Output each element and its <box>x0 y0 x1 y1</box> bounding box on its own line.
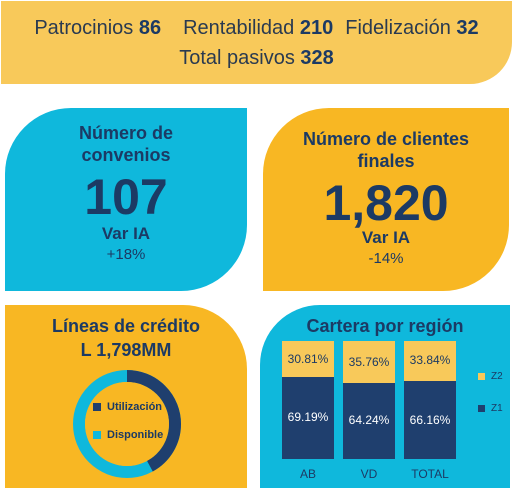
clientes-title-line2: finales <box>357 151 415 171</box>
kpi-patrocinios: Patrocinios 86 <box>34 17 161 39</box>
legend-disponible: Disponible <box>93 429 163 441</box>
kpi-total-value: 328 <box>300 47 334 69</box>
convenios-title-line1: Número de <box>78 123 174 143</box>
convenios-title: Número de convenios <box>5 122 247 166</box>
bar-segment-z2: 33.84% <box>404 341 456 381</box>
donut-center <box>85 382 169 466</box>
legend-z1: Z1 <box>478 403 503 414</box>
kpi-fidelizacion: Fidelización 32 <box>345 17 478 39</box>
legend-dot-disponible <box>93 431 101 440</box>
clientes-value: 1,820 <box>323 175 449 231</box>
convenios-value: 107 <box>84 169 168 225</box>
kpi-patrocinios-label: Patrocinios <box>34 17 134 39</box>
kpi-fidelizacion-value: 32 <box>456 17 479 39</box>
donut-segment-utilizacion <box>73 370 181 478</box>
legend-utilizacion-label: Utilización <box>107 401 163 413</box>
card-clientes-finales: Número de clientes finales 1,820 Var IA … <box>263 108 509 291</box>
clientes-title: Número de clientes finales <box>263 128 509 172</box>
credit-donut-chart <box>73 370 181 478</box>
lineas-amount: L 1,798MM <box>80 340 172 360</box>
bar-vd: 35.76% 64.24% <box>343 341 395 459</box>
banner-row-top: Patrocinios 86 Rentabilidad 210 Fidelizaci… <box>1 17 512 40</box>
legend-z1-label: Z1 <box>491 403 503 414</box>
kpi-rentabilidad: Rentabilidad 210 <box>183 17 333 39</box>
bar-segment-z2: 30.81% <box>282 341 334 378</box>
legend-z2-label: Z2 <box>491 371 503 382</box>
clientes-var-value: -14% <box>368 250 404 267</box>
card-cartera-region: Cartera por región 30.81% 69.19% AB 35.76% 6… <box>260 305 510 488</box>
bar-segment-z1: 64.24% <box>343 383 395 459</box>
bar-ab: 30.81% 69.19% <box>282 341 334 459</box>
x-tick-label: AB <box>299 467 316 481</box>
clientes-title-line1: Número de clientes <box>302 129 470 149</box>
kpi-total-pasivos: Total pasivos 328 <box>179 47 334 69</box>
kpi-total-label: Total pasivos <box>179 47 295 69</box>
legend-utilizacion: Utilización <box>93 401 162 413</box>
banner-row-total: Total pasivos 328 <box>1 47 512 70</box>
kpi-rentabilidad-label: Rentabilidad <box>183 17 295 39</box>
cartera-title: Cartera por región <box>306 316 464 336</box>
legend-dot-z1 <box>478 404 485 412</box>
bar-segment-z2: 35.76% <box>343 341 395 384</box>
card-lineas-credito: Líneas de crédito L 1,798MM Utilización … <box>5 305 247 488</box>
x-tick-label: VD <box>360 467 378 481</box>
legend-dot-z2 <box>478 372 485 380</box>
convenios-title-line2: convenios <box>81 145 171 165</box>
convenios-var-label: Var IA <box>101 224 151 243</box>
legend-disponible-label: Disponible <box>107 429 164 441</box>
legend-z2: Z2 <box>478 371 503 382</box>
x-tick-label: TOTAL <box>411 467 449 481</box>
legend-dot-utilizacion <box>93 403 101 412</box>
kpi-rentabilidad-value: 210 <box>299 17 334 39</box>
summary-banner: Patrocinios 86 Rentabilidad 210 Fidelizaci… <box>1 1 512 84</box>
convenios-var-value: +18% <box>106 246 146 263</box>
bar-total: 33.84% 66.16% <box>404 341 456 459</box>
bar-segment-z1: 69.19% <box>282 377 334 459</box>
lineas-title: Líneas de crédito <box>51 316 201 336</box>
kpi-patrocinios-value: 86 <box>138 17 162 39</box>
kpi-fidelizacion-label: Fidelización <box>345 17 451 39</box>
card-convenios: Número de convenios 107 Var IA +18% <box>5 108 247 291</box>
clientes-var-label: Var IA <box>361 228 411 247</box>
bar-segment-z1: 66.16% <box>404 380 456 459</box>
